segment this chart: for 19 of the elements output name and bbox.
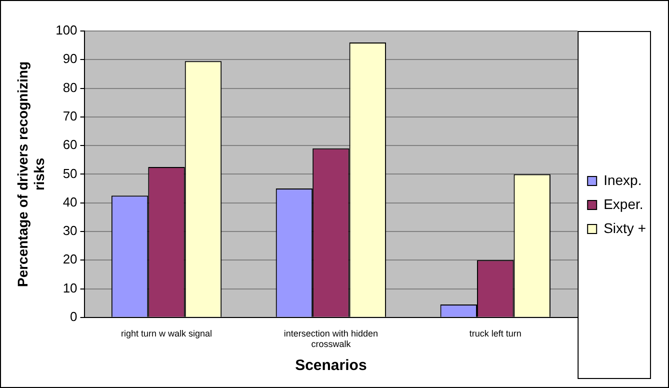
x-axis-title: Scenarios: [295, 357, 367, 374]
y-tick-label: 0: [70, 308, 78, 324]
y-tick-label: 20: [62, 252, 78, 267]
y-tick-label: 30: [62, 223, 78, 238]
y-axis-title: Percentage of drivers recognizing risks: [14, 61, 48, 288]
y-tick-label: 80: [62, 80, 78, 95]
y-tick-label: 10: [62, 280, 78, 296]
y-tick-label: 90: [62, 51, 78, 66]
x-tick-label: truck left turn: [469, 328, 522, 338]
legend-label: Inexp.: [604, 172, 642, 188]
x-tick-label: right turn w walk signal: [120, 328, 212, 338]
y-tick-label: 60: [62, 137, 78, 152]
legend-label: Sixty +: [604, 220, 646, 236]
y-tick-label: 40: [62, 194, 78, 210]
x-tick-label: intersection with hidden crosswalk: [284, 328, 378, 350]
legend-label: Exper.: [604, 196, 644, 212]
y-tick-label: 100: [56, 22, 78, 38]
y-tick-label: 50: [62, 166, 78, 181]
y-tick-label: 70: [62, 108, 78, 124]
